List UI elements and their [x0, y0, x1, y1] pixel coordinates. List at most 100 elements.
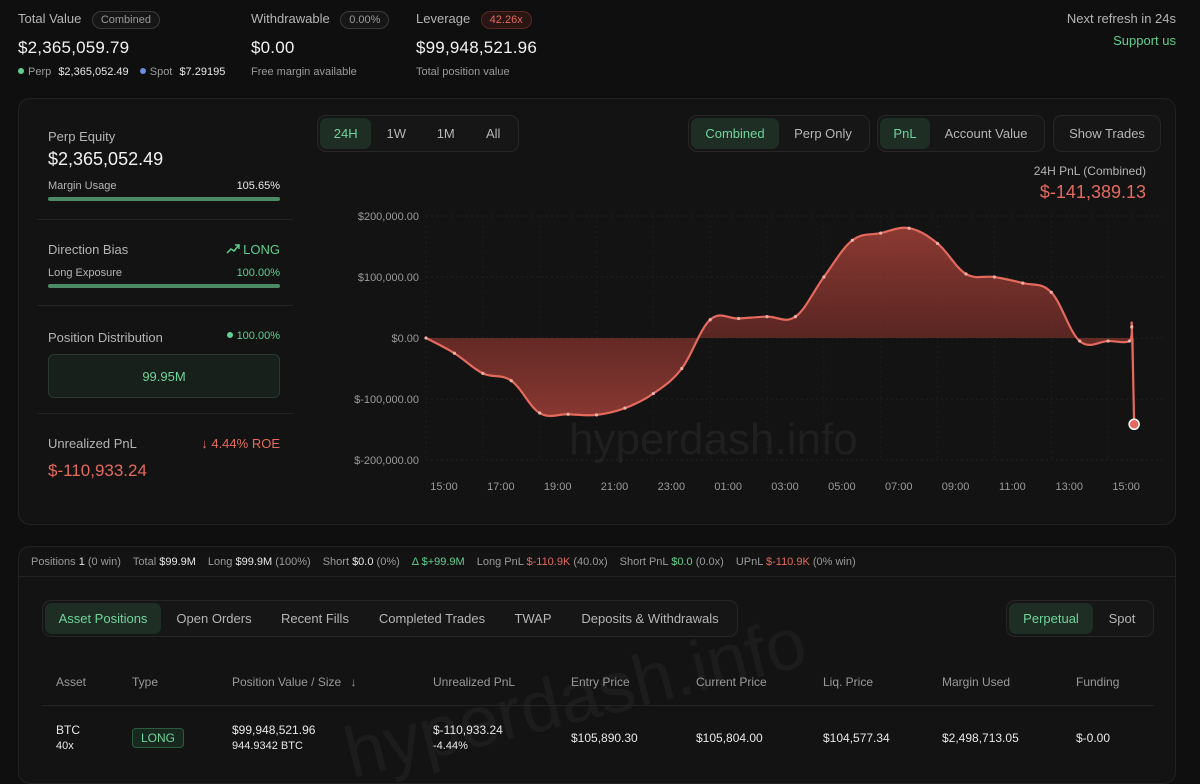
chart-pnl-value: $-141,389.13 [1039, 182, 1146, 202]
show-trades-button[interactable]: Show Trades [1069, 126, 1145, 141]
column-unrealized-pnl[interactable]: Unrealized PnL [433, 675, 516, 689]
total-label: Total [132, 555, 157, 568]
perp-label: Perp [28, 66, 52, 78]
data-point [651, 391, 655, 396]
tab-open-orders[interactable]: Open Orders [176, 611, 252, 626]
distribution-bar[interactable]: 99.95M [48, 354, 280, 398]
data-point [566, 412, 570, 416]
tab-all[interactable]: All [486, 126, 501, 141]
column-liq-price[interactable]: Liq. Price [823, 675, 874, 689]
position-value: $99,948,521.96 [232, 723, 316, 737]
type-badge: LONG [132, 728, 185, 748]
account-overview-panel: Perp Equity $2,365,052.49 Margin Usage 1… [18, 98, 1176, 525]
data-point [680, 366, 684, 371]
column-funding[interactable]: Funding [1076, 675, 1120, 689]
long-exposure-bar [48, 284, 280, 288]
tab-account-value[interactable]: Account Value [944, 126, 1028, 141]
withdrawable-sub: Free margin available [251, 66, 357, 78]
tab-pnl[interactable]: PnL [880, 118, 930, 149]
data-point [935, 241, 940, 246]
positions-win: (0 win) [87, 555, 121, 568]
range-tabs: 24H 1W 1M All [317, 115, 519, 152]
data-point [538, 411, 542, 415]
long-pnl-ratio: (40.0x) [573, 555, 608, 568]
upnl-label: UPnL [735, 555, 763, 568]
tab-deposits-withdrawals[interactable]: Deposits & Withdrawals [581, 611, 719, 626]
positions-label: Positions [31, 555, 76, 568]
margin-used: $2,498,713.05 [942, 731, 1019, 745]
tab-combined[interactable]: Combined [691, 118, 779, 149]
funding: $-0.00 [1076, 731, 1111, 745]
perp-spot-breakdown: Perp $2,365,052.49 Spot $7.29195 [18, 66, 225, 78]
short-label: Short [322, 555, 349, 568]
tab-perpetual[interactable]: Perpetual [1009, 603, 1093, 634]
column-type[interactable]: Type [132, 675, 159, 689]
positions-panel: Positions 1 (0 win) Total $99.9M Long $9… [18, 546, 1176, 784]
status-dot-icon [226, 332, 233, 338]
tab-1m[interactable]: 1M [436, 126, 455, 141]
pnl-chart[interactable]: $200,000.00 $100,000.00 $0.00 $-100,000.00 $… [309, 199, 1169, 509]
tab-24h[interactable]: 24H [320, 118, 372, 149]
column-current-price[interactable]: Current Price [696, 675, 767, 689]
mode-tabs: Combined Perp Only [688, 115, 870, 152]
market-tabs: Perpetual Spot [1006, 600, 1154, 637]
tab-twap[interactable]: TWAP [514, 611, 552, 626]
row-unrealized-pnl: $-110,933.24 [433, 723, 503, 737]
x-tick-label: 05:00 [828, 481, 856, 493]
long-exposure-value: 100.00% [236, 267, 280, 279]
sort-arrow-down-icon: ↓ [350, 675, 357, 689]
divider [37, 219, 293, 220]
pnl-area-negative [426, 338, 1135, 425]
perp-equity-label: Perp Equity [48, 129, 116, 144]
tab-completed-trades[interactable]: Completed Trades [378, 611, 486, 626]
x-tick-label: 11:00 [999, 481, 1026, 493]
support-link[interactable]: Support us [1113, 33, 1176, 48]
tab-spot[interactable]: Spot [1108, 611, 1136, 626]
data-point [708, 318, 712, 322]
column-position-value-label: Position Value / Size [232, 675, 342, 689]
leverage-badge: 42.26x [480, 11, 532, 29]
column-asset[interactable]: Asset [56, 675, 87, 689]
y-tick-label: $200,000.00 [358, 211, 419, 223]
delta-value: $+99.9M [421, 555, 465, 568]
tab-recent-fills[interactable]: Recent Fills [281, 611, 349, 626]
data-point [1049, 290, 1053, 294]
spot-value: $7.29195 [179, 66, 226, 78]
perp-value: $2,365,052.49 [58, 66, 129, 78]
x-tick-label: 03:00 [771, 481, 799, 493]
data-point [481, 371, 485, 375]
perp-equity-section: Perp Equity $2,365,052.49 Margin Usage 1… [48, 129, 280, 201]
position-size: 944.9342 BTC [232, 740, 303, 752]
unrealized-pnl-value: $-110,933.24 [48, 461, 147, 480]
leverage-block: Leverage 42.26x $99,948,521.96 Total pos… [416, 10, 537, 78]
column-entry-price[interactable]: Entry Price [571, 675, 630, 689]
table-row[interactable]: BTC 40x LONG $99,948,521.96 944.9342 BTC… [19, 707, 1175, 777]
x-tick-label: 15:00 [1112, 481, 1140, 493]
short-pnl-ratio: (0.0x) [695, 555, 724, 568]
tab-1w[interactable]: 1W [386, 126, 406, 141]
long-pnl-label: Long PnL [476, 555, 524, 568]
x-tick-label: 01:00 [714, 481, 742, 493]
trending-up-icon [226, 244, 240, 254]
total-value: $2,365,059.79 [18, 38, 130, 57]
position-distribution-label: Position Distribution [48, 330, 163, 345]
arrow-down-icon: ↓ [201, 436, 212, 451]
data-point [594, 413, 599, 417]
long-label: Long [207, 555, 233, 568]
data-point [822, 275, 826, 279]
current-price: $105,804.00 [696, 731, 763, 745]
unrealized-pnl-label: Unrealized PnL [48, 436, 137, 451]
x-tick-label: 09:00 [942, 481, 970, 493]
tab-asset-positions[interactable]: Asset Positions [45, 603, 161, 634]
liq-price: $104,577.34 [823, 731, 890, 745]
positions-count: 1 [78, 555, 85, 568]
data-point [1130, 325, 1134, 329]
upnl-win: (0% win) [812, 555, 856, 568]
tab-perp-only[interactable]: Perp Only [794, 126, 852, 141]
current-point-marker[interactable] [1128, 418, 1140, 430]
column-margin-used[interactable]: Margin Used [942, 675, 1011, 689]
position-distribution-value: 100.00% [236, 330, 280, 342]
column-position-value[interactable]: Position Value / Size ↓ [232, 675, 357, 689]
withdrawable-value: $0.00 [251, 38, 295, 57]
chart-caption: 24H PnL (Combined) [1033, 164, 1146, 178]
